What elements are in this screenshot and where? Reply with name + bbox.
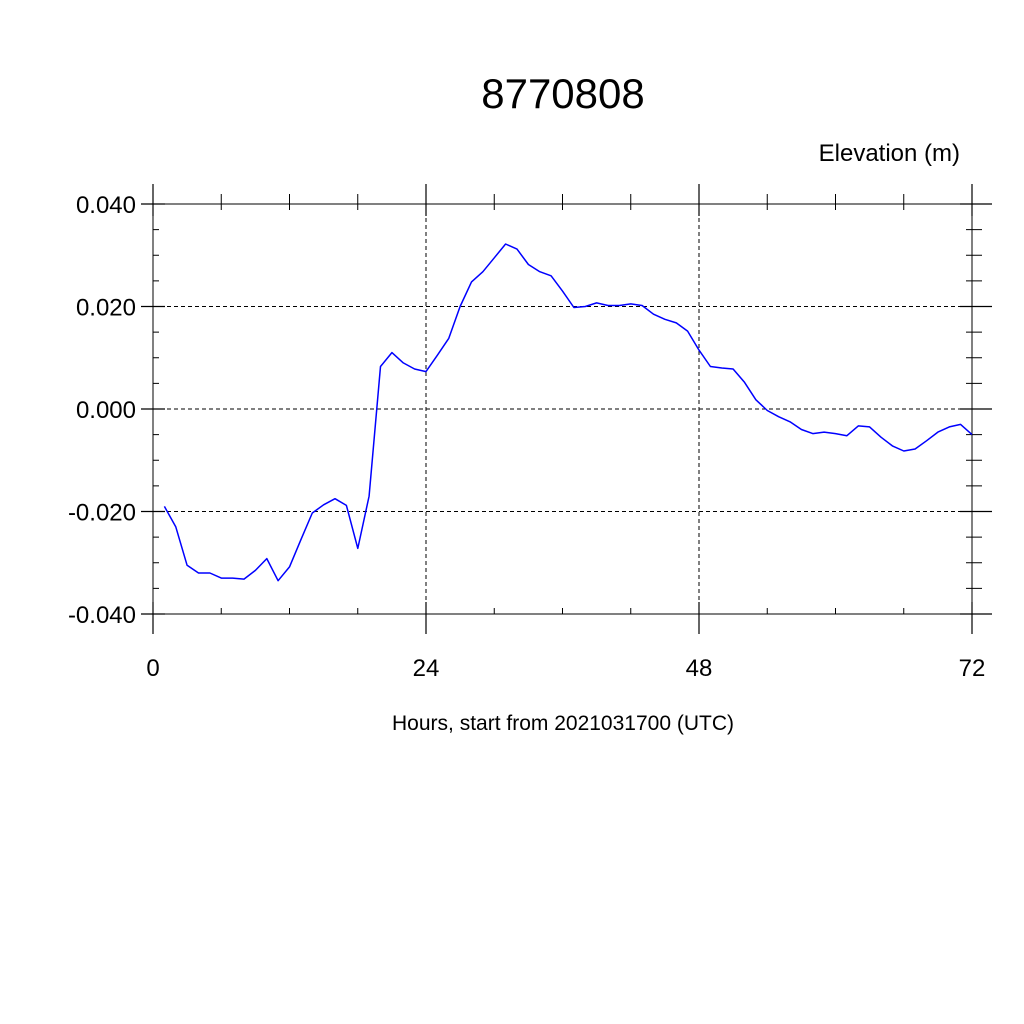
series-line	[163, 243, 973, 582]
y-tick-label: -0.040	[68, 602, 136, 629]
y-tick-label: 0.040	[76, 192, 136, 219]
x-tick-label: 0	[146, 655, 159, 682]
axis-ticks	[141, 184, 992, 634]
x-tick-label: 48	[686, 655, 713, 682]
chart-title: 8770808	[481, 70, 645, 117]
y-axis-label: Elevation (m)	[819, 140, 960, 167]
y-tick-label: 0.000	[76, 397, 136, 424]
series-layer	[163, 243, 973, 582]
x-tick-label: 24	[413, 655, 440, 682]
grid-lines	[153, 203, 972, 614]
y-tick-label: 0.020	[76, 295, 136, 322]
tick-labels: -0.040 -0.020 0.000 0.020 0.040 0 24 48 72	[68, 192, 985, 682]
x-axis-label: Hours, start from 2021031700 (UTC)	[392, 712, 734, 735]
x-tick-label: 72	[959, 655, 986, 682]
y-tick-label: -0.020	[68, 500, 136, 527]
